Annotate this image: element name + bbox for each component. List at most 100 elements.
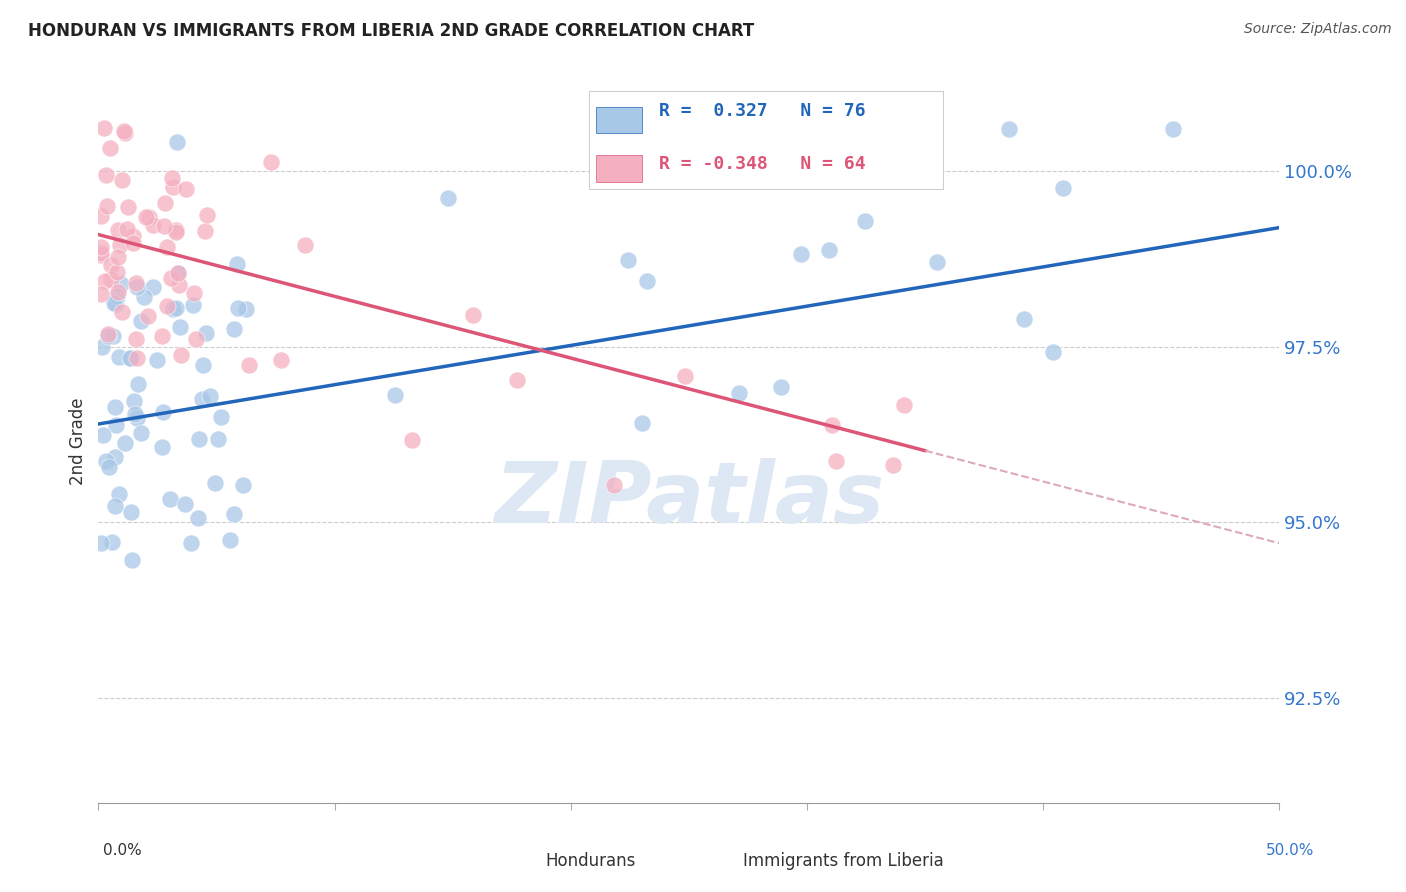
Point (134, 290, 156, 304)
Point (260, 155, 283, 169)
Point (90, 209, 112, 223)
Point (120, 351, 142, 365)
Point (174, 497, 197, 511)
Point (138, 210, 160, 224)
Point (125, 277, 148, 291)
Point (94, 168, 117, 182)
Point (152, 405, 174, 419)
Point (105, 265, 128, 279)
Point (602, 478, 624, 492)
Point (162, 301, 184, 316)
Point (188, 432, 211, 446)
Point (121, 553, 143, 567)
Point (193, 358, 215, 372)
Point (238, 358, 260, 372)
Point (125, 280, 148, 294)
Point (162, 180, 184, 194)
Point (195, 208, 218, 222)
Text: Hondurans: Hondurans (546, 852, 636, 870)
Point (187, 511, 209, 525)
Point (1012, 311, 1035, 326)
Point (96, 454, 118, 468)
Point (110, 277, 132, 292)
Point (125, 332, 148, 346)
Point (136, 309, 159, 323)
Point (90, 240, 112, 254)
Point (401, 433, 423, 447)
Point (111, 173, 134, 187)
Point (159, 491, 181, 506)
Point (222, 508, 245, 522)
Point (506, 373, 529, 387)
Text: 0.0%: 0.0% (103, 843, 142, 858)
Point (120, 505, 142, 519)
Point (169, 320, 191, 334)
Point (636, 274, 658, 288)
Point (617, 252, 640, 267)
Point (93, 120, 115, 135)
Point (183, 285, 205, 300)
Point (100, 272, 122, 286)
Point (882, 458, 904, 472)
Point (98, 140, 121, 154)
Point (853, 214, 876, 228)
Point (120, 351, 142, 365)
Point (436, 191, 458, 205)
Point (153, 195, 176, 210)
Point (90, 286, 112, 301)
Point (103, 328, 125, 343)
Point (90, 248, 112, 262)
Point (104, 417, 127, 432)
Point (209, 410, 232, 425)
Point (152, 328, 174, 343)
Point (122, 235, 145, 250)
Point (200, 389, 222, 403)
Point (104, 400, 127, 414)
Text: ZIPatlas: ZIPatlas (494, 458, 884, 541)
Y-axis label: 2nd Grade: 2nd Grade (69, 398, 87, 485)
Point (91, 341, 114, 355)
Text: 50.0%: 50.0% (1267, 843, 1315, 858)
Point (181, 298, 204, 312)
Point (90, 536, 112, 550)
Point (90, 246, 112, 260)
Point (824, 454, 846, 468)
Point (129, 425, 152, 440)
Point (226, 301, 249, 316)
Point (150, 440, 173, 454)
Point (97, 329, 120, 343)
Point (166, 136, 188, 150)
Point (108, 487, 131, 501)
Point (997, 122, 1019, 136)
Point (195, 326, 218, 341)
Point (232, 478, 254, 492)
Point (207, 432, 229, 446)
Point (96, 199, 118, 213)
Point (235, 301, 257, 316)
Point (180, 536, 202, 550)
Point (107, 285, 129, 299)
Point (115, 221, 138, 235)
Point (226, 257, 249, 271)
Point (105, 289, 128, 303)
Point (125, 351, 148, 365)
Point (1161, 122, 1184, 136)
Point (222, 322, 245, 336)
Point (727, 386, 749, 401)
Point (270, 353, 292, 368)
Point (184, 332, 207, 346)
Point (101, 534, 124, 549)
Text: Immigrants from Liberia: Immigrants from Liberia (744, 852, 943, 870)
Point (156, 299, 179, 313)
Point (1052, 181, 1074, 195)
Point (152, 219, 174, 233)
Point (673, 369, 696, 384)
Point (162, 170, 184, 185)
Point (110, 238, 132, 252)
Point (104, 500, 127, 514)
Text: HONDURAN VS IMMIGRANTS FROM LIBERIA 2ND GRADE CORRELATION CHART: HONDURAN VS IMMIGRANTS FROM LIBERIA 2ND … (28, 22, 755, 40)
Point (125, 411, 148, 425)
Point (893, 398, 915, 412)
Point (107, 223, 129, 237)
Point (135, 210, 157, 224)
